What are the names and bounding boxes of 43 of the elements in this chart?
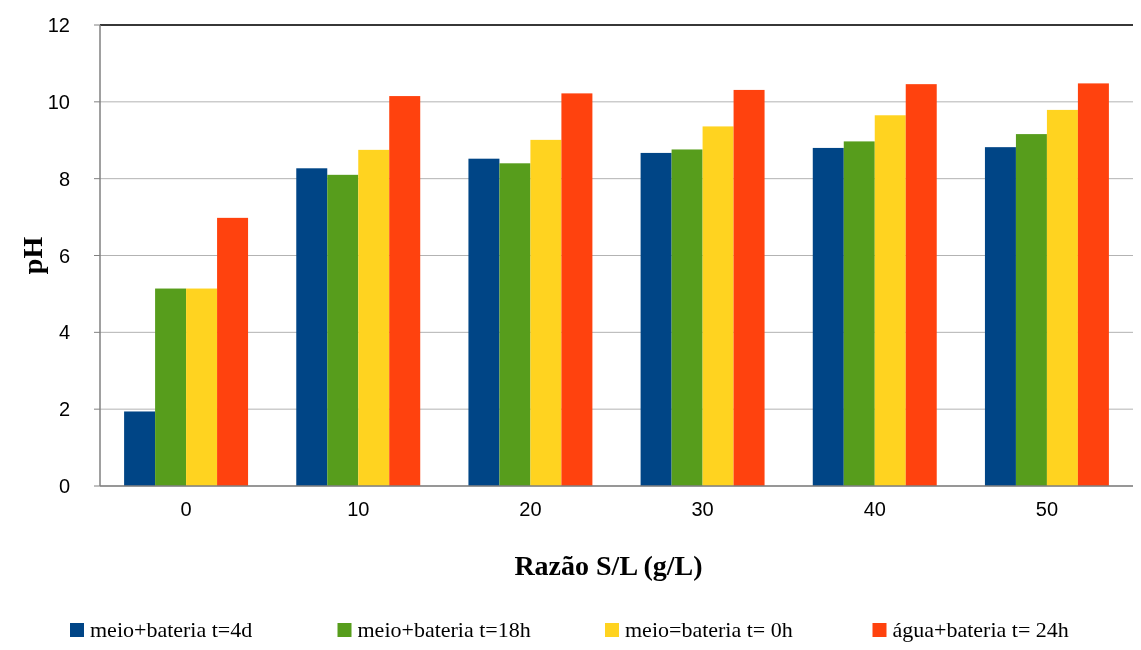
bar [812,147,844,486]
bar [561,93,593,486]
legend-label: meio=bateria t= 0h [625,617,793,642]
x-tick-label: 10 [347,498,370,520]
y-tick-label: 0 [58,475,70,497]
y-tick-label: 12 [47,14,70,36]
x-tick-label: 40 [863,498,886,520]
bar [358,149,390,486]
legend-label: água+bateria t= 24h [892,617,1069,642]
bar [155,288,187,486]
bar [296,168,328,486]
y-tick-label: 4 [58,321,70,344]
bar [702,126,734,486]
bar [389,96,421,486]
bar [984,147,1016,486]
x-tick-label: 0 [180,498,192,520]
y-tick-label: 8 [58,167,70,190]
y-axis-title: pH [17,236,48,275]
bar [1077,83,1109,486]
y-tick-label: 2 [58,398,70,421]
bar [468,158,500,486]
bar [1046,109,1078,486]
legend-label: meio+bateria t=18h [357,617,531,642]
bar [640,152,672,486]
y-tick-label: 6 [58,244,70,267]
y-tick-label: 10 [47,90,70,113]
bar [874,115,906,486]
bar [530,139,562,486]
x-axis-title: Razão S/L (g/L) [514,550,703,581]
x-tick-label: 30 [691,498,714,520]
bar [843,141,875,486]
bar [671,149,703,486]
bar [905,84,937,486]
legend-label: meio+bateria t=4d [90,617,253,642]
x-tick-label: 50 [1035,498,1059,520]
bar [1015,134,1047,486]
bar [186,288,218,486]
bar [327,174,359,486]
bar [124,411,156,486]
x-tick-label: 20 [519,498,542,520]
bar [499,163,531,486]
bar [217,217,249,486]
bar [733,89,765,486]
